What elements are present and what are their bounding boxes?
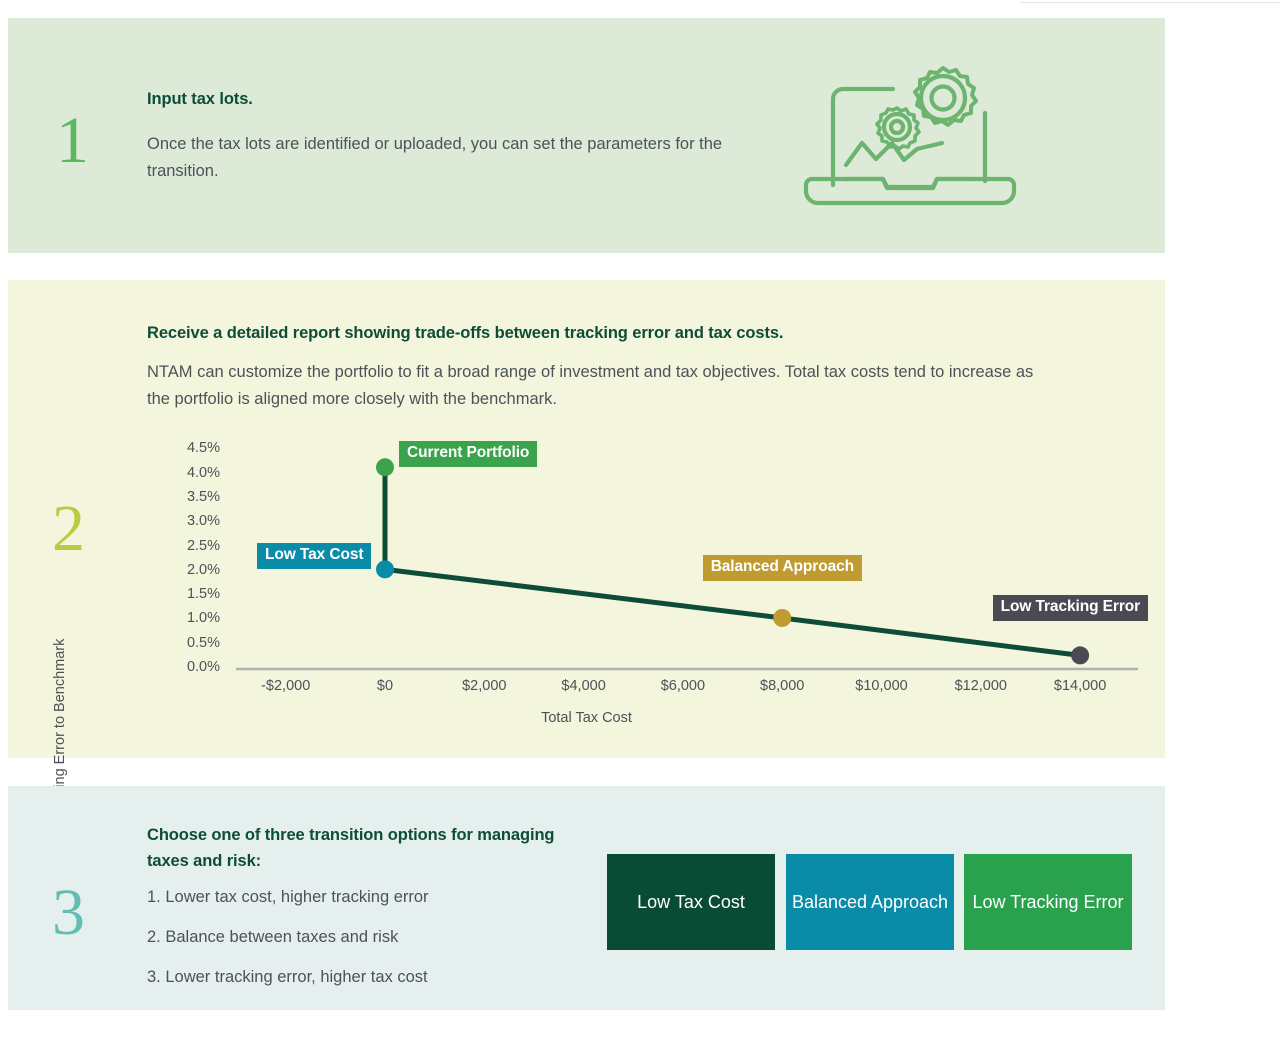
chart-point-label-low-tax-cost: Low Tax Cost	[257, 543, 372, 569]
option-card-low-tracking-error[interactable]: Low Tracking Error	[964, 854, 1132, 950]
step-panel-2	[8, 280, 1165, 758]
chart-x-tick: $14,000	[1053, 678, 1107, 694]
laptop-gears-chart-icon	[803, 66, 1017, 206]
option-card-low-tax-cost[interactable]: Low Tax Cost	[607, 854, 775, 950]
chart-x-tick: $4,000	[561, 678, 606, 694]
step-3-heading: Choose one of three transition options f…	[147, 826, 555, 870]
chart-data-point[interactable]	[376, 560, 394, 579]
chart-data-point[interactable]	[773, 608, 792, 627]
transition-option-item-2: 2. Balance between taxes and risk	[147, 928, 399, 946]
chart-series-line	[382, 464, 1083, 658]
chart-y-tick: 3.5%	[186, 488, 220, 505]
chart-x-tick: $10,000	[855, 678, 908, 694]
chart-x-tick: $2,000	[462, 678, 507, 694]
top-divider	[1020, 2, 1280, 3]
option-card-label: Balanced Approach	[791, 891, 949, 912]
step-number-2: 2	[52, 492, 85, 565]
chart-data-point[interactable]	[376, 458, 394, 477]
option-card-label: Low Tax Cost	[637, 891, 745, 912]
chart-y-tick: 0.0%	[186, 659, 220, 675]
chart-point-label-current-portfolio: Current Portfolio	[399, 441, 538, 467]
chart-y-tick: 1.5%	[186, 586, 220, 603]
transition-option-item-1: 1. Lower tax cost, higher tracking error	[147, 888, 429, 906]
chart-point-label-low-tracking-error: Low Tracking Error	[992, 595, 1149, 621]
step-2-heading: Receive a detailed report showing trade-…	[147, 324, 784, 342]
chart-x-tick: $12,000	[954, 678, 1007, 694]
step-number-1: 1	[56, 104, 89, 177]
chart-x-tick: $8,000	[760, 678, 805, 694]
chart-y-tick: 4.5%	[186, 440, 220, 457]
chart-x-tick: -$2,000	[261, 678, 311, 694]
step-number-3: 3	[52, 876, 85, 949]
option-card-label: Low Tracking Error	[972, 891, 1124, 912]
chart-x-axis-title: Total Tax Cost	[541, 710, 632, 726]
chart-y-tick: 2.0%	[186, 561, 220, 578]
chart-y-tick: 0.5%	[186, 634, 220, 651]
step-panel-1	[8, 18, 1165, 253]
chart-y-tick: 1.0%	[186, 610, 220, 627]
step-1-body: Once the tax lots are identified or uplo…	[147, 135, 723, 180]
tradeoff-chart: Tracking Error to Benchmark 0.0% 0.5% 1.0%…	[8, 280, 1165, 823]
chart-x-tick: $0	[376, 678, 394, 694]
chart-point-label-balanced-approach: Balanced Approach	[702, 554, 862, 581]
chart-y-tick: 3.0%	[186, 513, 220, 530]
chart-plot-area	[236, 458, 1138, 671]
step-2-body: NTAM can customize the portfolio to fit …	[147, 363, 1034, 408]
chart-y-tick: 2.5%	[186, 537, 220, 554]
chart-x-tick: $6,000	[660, 678, 706, 694]
option-card-balanced-approach[interactable]: Balanced Approach	[786, 854, 954, 950]
transition-option-item-3: 3. Lower tracking error, higher tax cost	[147, 968, 428, 986]
chart-y-tick: 4.0%	[186, 464, 220, 481]
chart-data-point[interactable]	[1071, 646, 1090, 665]
step-1-heading: Input tax lots.	[147, 90, 253, 108]
